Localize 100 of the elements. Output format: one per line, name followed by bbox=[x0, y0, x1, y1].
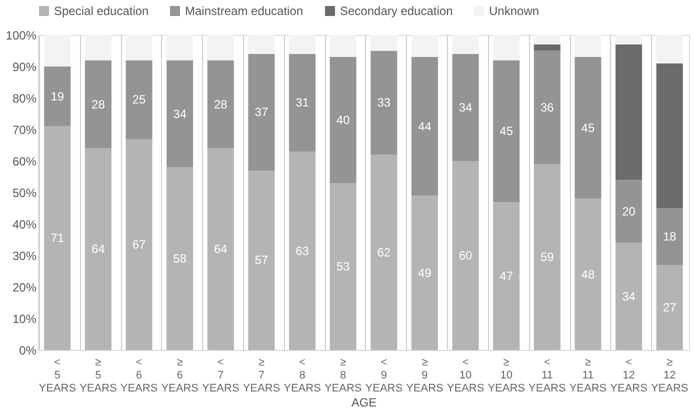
bar bbox=[534, 164, 560, 350]
data-label: 34 bbox=[622, 289, 636, 304]
x-tick-label: < 12 YEARS bbox=[610, 356, 648, 394]
x-tick-label: < 9 YEARS bbox=[365, 356, 403, 394]
data-label: 45 bbox=[581, 120, 595, 135]
bar bbox=[370, 35, 398, 51]
bar bbox=[289, 35, 316, 54]
bar bbox=[248, 170, 275, 350]
bar bbox=[616, 44, 642, 180]
x-tick-label: < 8 YEARS bbox=[284, 356, 321, 394]
data-label: 63 bbox=[296, 244, 310, 258]
x-tick-label: < 7 YEARS bbox=[202, 356, 240, 394]
bar bbox=[452, 35, 479, 54]
bar bbox=[452, 54, 479, 161]
data-label: 40 bbox=[336, 113, 350, 128]
x-tick-label: ≥ 11 YEARS bbox=[569, 356, 607, 394]
bar bbox=[574, 57, 602, 199]
data-label: 64 bbox=[92, 242, 106, 256]
legend-label: Unknown bbox=[489, 4, 540, 18]
y-tick-label: 0% bbox=[19, 344, 37, 358]
data-label: 18 bbox=[662, 230, 677, 244]
x-tick-label: < 6 YEARS bbox=[120, 356, 158, 394]
x-tick-label: < 10 YEARS bbox=[446, 356, 484, 394]
bar bbox=[166, 60, 194, 168]
data-label: 34 bbox=[173, 106, 187, 121]
bar bbox=[207, 148, 234, 350]
bar bbox=[534, 50, 560, 164]
bar bbox=[656, 208, 683, 265]
bar bbox=[330, 183, 356, 350]
data-label: 20 bbox=[622, 204, 636, 218]
bar bbox=[493, 60, 520, 202]
data-label: 37 bbox=[254, 105, 268, 120]
bar bbox=[534, 44, 560, 51]
bar bbox=[207, 35, 234, 60]
y-tick-label: 100% bbox=[6, 28, 37, 42]
y-tick-label: 70% bbox=[12, 123, 37, 137]
bar bbox=[411, 57, 438, 196]
data-label: 49 bbox=[418, 266, 432, 280]
bar bbox=[44, 126, 71, 350]
data-label: 57 bbox=[254, 253, 268, 268]
data-label: 48 bbox=[581, 267, 595, 282]
data-label: 19 bbox=[50, 89, 64, 104]
y-tick-label: 80% bbox=[12, 92, 37, 106]
bar bbox=[534, 35, 560, 44]
data-label: 34 bbox=[458, 100, 473, 114]
x-tick-label: < 11 YEARS bbox=[528, 356, 566, 394]
bar bbox=[493, 202, 520, 350]
y-tick-label: 30% bbox=[12, 249, 37, 263]
bar bbox=[616, 180, 642, 243]
data-label: 27 bbox=[662, 300, 677, 314]
data-label: 59 bbox=[540, 250, 554, 264]
data-label: 36 bbox=[540, 100, 554, 114]
bar bbox=[126, 138, 152, 350]
bar bbox=[166, 35, 194, 60]
legend-label: Mainstream education bbox=[185, 4, 304, 18]
legend-label: Special education bbox=[54, 4, 149, 18]
data-label: 44 bbox=[418, 119, 432, 134]
data-label: 28 bbox=[92, 97, 106, 112]
bar bbox=[289, 152, 316, 350]
bar bbox=[330, 35, 356, 58]
data-label: 31 bbox=[296, 96, 310, 110]
bar bbox=[166, 167, 194, 350]
bar bbox=[44, 35, 71, 66]
y-tick-label: 40% bbox=[12, 218, 37, 232]
x-tick-label: ≥ 6 YEARS bbox=[161, 356, 198, 394]
bar bbox=[452, 161, 479, 350]
x-tick-label: ≥ 8 YEARS bbox=[324, 356, 362, 394]
y-tick-label: 20% bbox=[12, 280, 37, 294]
bar bbox=[411, 35, 438, 58]
bar bbox=[84, 35, 112, 60]
data-label: 33 bbox=[377, 96, 391, 110]
x-tick-label: ≥ 5 YEARS bbox=[80, 356, 117, 394]
bar bbox=[44, 66, 71, 126]
bar bbox=[656, 264, 683, 350]
bar bbox=[330, 57, 356, 184]
data-label: 64 bbox=[214, 242, 228, 256]
legend-label: Secondary education bbox=[340, 4, 453, 18]
x-tick-label: < 5 YEARS bbox=[38, 356, 76, 394]
data-label: 47 bbox=[500, 268, 514, 283]
bar bbox=[616, 35, 642, 44]
data-label: 67 bbox=[132, 237, 146, 252]
bar bbox=[574, 35, 602, 58]
x-tick-label: ≥ 7 YEARS bbox=[242, 356, 280, 394]
bar bbox=[411, 196, 438, 350]
bar bbox=[207, 60, 234, 148]
x-tick-label: ≥ 12 YEARS bbox=[650, 356, 688, 394]
data-label: 45 bbox=[500, 124, 514, 138]
bar bbox=[126, 35, 152, 60]
data-label: 60 bbox=[458, 248, 473, 262]
bar bbox=[493, 35, 520, 60]
bar bbox=[656, 63, 683, 208]
x-axis-title: AGE bbox=[351, 396, 377, 410]
bar bbox=[616, 242, 642, 350]
y-tick-label: 60% bbox=[12, 154, 37, 168]
data-label: 58 bbox=[173, 252, 187, 266]
bar bbox=[84, 148, 112, 350]
bar bbox=[248, 54, 275, 170]
data-label: 71 bbox=[50, 231, 64, 246]
bar bbox=[370, 154, 398, 350]
x-tick-label: ≥ 9 YEARS bbox=[406, 356, 444, 394]
